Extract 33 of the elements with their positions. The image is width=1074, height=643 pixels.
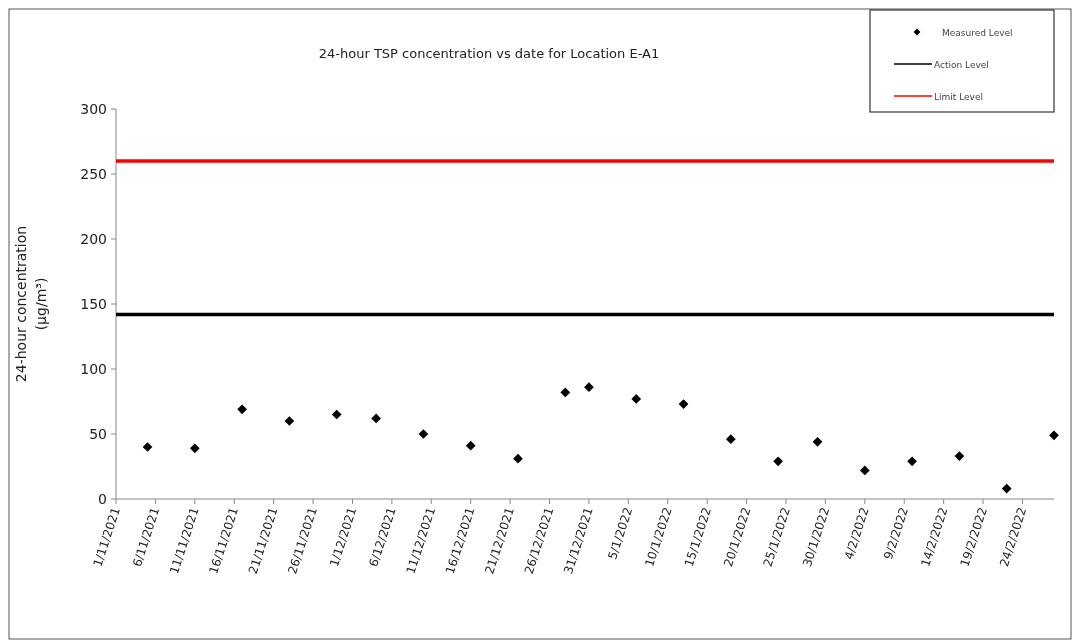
- point: [631, 394, 642, 404]
- legend-label: Action Level: [934, 60, 989, 70]
- y-tick-label: 50: [89, 426, 107, 442]
- point: [560, 387, 571, 398]
- point: [1049, 430, 1059, 441]
- y-tick-label: 150: [80, 296, 107, 312]
- point: [418, 429, 429, 439]
- point: [907, 456, 917, 467]
- point: [331, 409, 342, 420]
- chart-title: 24-hour TSP concentration vs date for Location E-A1: [318, 46, 660, 61]
- point: [812, 436, 823, 447]
- point: [773, 456, 783, 467]
- point: [859, 465, 870, 476]
- point: [678, 399, 689, 409]
- point: [284, 416, 295, 426]
- point: [584, 382, 594, 393]
- legend-label: Limit Level: [934, 92, 983, 102]
- point: [954, 451, 965, 461]
- point: [371, 413, 381, 424]
- y-tick-label: 200: [80, 231, 107, 247]
- legend-label: Measured Level: [942, 28, 1013, 38]
- point: [465, 440, 476, 451]
- y-tick-label: 100: [80, 361, 107, 377]
- y-tick-label: 300: [80, 101, 107, 117]
- y-tick-label: 250: [80, 166, 107, 182]
- y-axis-title: 24-hour concentration (µg/m³): [13, 225, 49, 383]
- point: [725, 434, 736, 445]
- point: [189, 443, 200, 454]
- y-tick-label: 0: [98, 491, 107, 507]
- point: [513, 453, 523, 464]
- point: [237, 404, 247, 415]
- point: [142, 442, 153, 452]
- point: [1001, 483, 1012, 494]
